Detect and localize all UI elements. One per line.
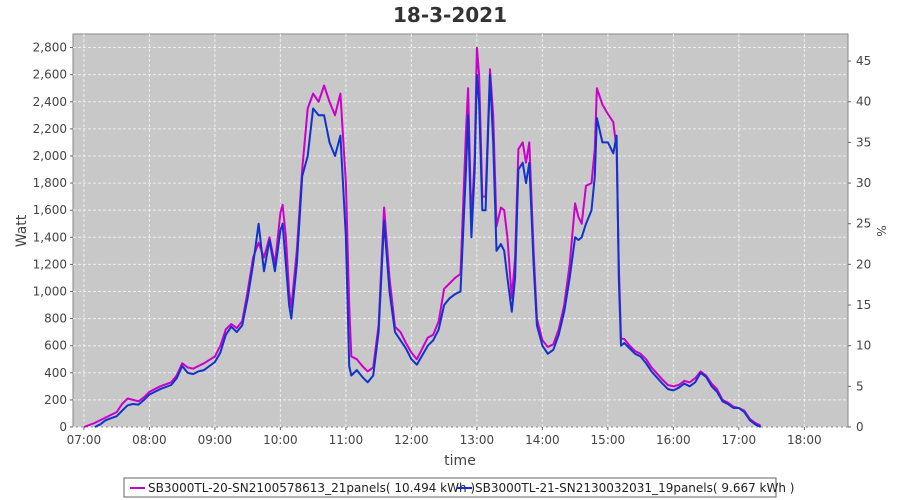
y2-tick-label: 45 xyxy=(856,54,871,68)
y-tick-label: 2,600 xyxy=(33,68,67,82)
series-line-2 xyxy=(94,73,762,428)
x-axis-label: time xyxy=(444,453,476,469)
x-tick-label: 15:00 xyxy=(591,433,626,447)
y-tick-label: 1,200 xyxy=(33,257,67,271)
x-axis-ticks: 07:00 08:00 09:00 10:00 11:00 12:00 13:00 14:00… xyxy=(67,427,822,447)
legend-label-1: SB3000TL-20-SN2100578613_21panels( 10.49… xyxy=(148,481,475,495)
chart-title: 18-3-2021 xyxy=(393,3,507,27)
y-tick-label: 0 xyxy=(59,420,67,434)
x-tick-label: 13:00 xyxy=(460,433,495,447)
y2-tick-label: 35 xyxy=(856,135,871,149)
x-tick-label: 11:00 xyxy=(329,433,364,447)
x-tick-label: 08:00 xyxy=(132,433,167,447)
y2-tick-label: 10 xyxy=(856,339,871,353)
y-tick-label: 1,600 xyxy=(33,203,67,217)
x-tick-label: 10:00 xyxy=(263,433,298,447)
y-tick-label: 2,000 xyxy=(33,149,67,163)
y-tick-label: 600 xyxy=(44,339,67,353)
y-tick-label: 1,800 xyxy=(33,176,67,190)
x-tick-label: 16:00 xyxy=(656,433,691,447)
y2-axis-label: % xyxy=(874,225,888,236)
x-tick-label: 17:00 xyxy=(722,433,757,447)
y-tick-label: 2,800 xyxy=(33,41,67,55)
y2-tick-label: 0 xyxy=(856,420,864,434)
x-tick-label: 14:00 xyxy=(525,433,560,447)
x-tick-label: 07:00 xyxy=(67,433,102,447)
y2-tick-label: 25 xyxy=(856,217,871,231)
legend-label-2: SB3000TL-21-SN2130032031_19panels( 9.667… xyxy=(475,481,794,495)
plot-area xyxy=(72,33,849,428)
y-tick-label: 2,400 xyxy=(33,95,67,109)
y-tick-label: 800 xyxy=(44,312,67,326)
legend: SB3000TL-20-SN2100578613_21panels( 10.49… xyxy=(123,477,794,498)
legend-box xyxy=(123,477,777,498)
y-axis-ticks: 0 200 400 600 800 1,000 1,200 1,400 1,600 1,800 2,… xyxy=(33,41,73,434)
y-axis-label: Watt xyxy=(14,214,30,247)
y2-tick-label: 30 xyxy=(856,176,871,190)
x-tick-label: 09:00 xyxy=(198,433,233,447)
x-tick-label: 18:00 xyxy=(787,433,822,447)
y2-tick-label: 40 xyxy=(856,95,871,109)
y-tick-label: 200 xyxy=(44,393,67,407)
y2-tick-label: 5 xyxy=(856,379,864,393)
series-lines xyxy=(83,46,762,428)
y-tick-label: 400 xyxy=(44,366,67,380)
x-tick-label: 12:00 xyxy=(394,433,429,447)
y2-tick-label: 20 xyxy=(856,257,871,271)
y-tick-label: 1,000 xyxy=(33,284,67,298)
y-tick-label: 1,400 xyxy=(33,230,67,244)
grid-lines xyxy=(73,34,848,428)
y-tick-label: 2,200 xyxy=(33,122,67,136)
y2-axis-ticks: 0 5 10 15 20 25 30 35 40 45 xyxy=(848,54,871,434)
y2-tick-label: 15 xyxy=(856,298,871,312)
